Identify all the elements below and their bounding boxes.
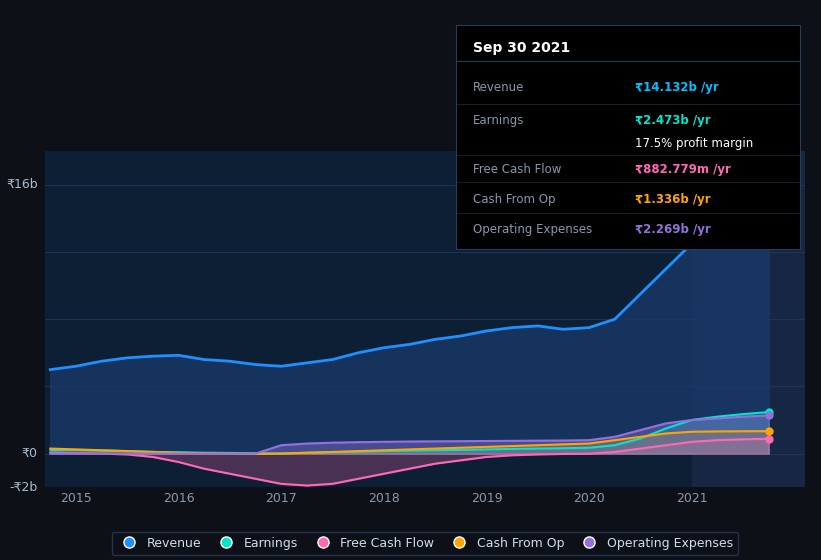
Text: Earnings: Earnings: [473, 114, 525, 127]
Text: Free Cash Flow: Free Cash Flow: [473, 163, 562, 176]
Text: 17.5% profit margin: 17.5% profit margin: [635, 137, 753, 151]
Text: ₹882.779m /yr: ₹882.779m /yr: [635, 163, 731, 176]
Text: ₹0: ₹0: [21, 447, 38, 460]
Text: ₹1.336b /yr: ₹1.336b /yr: [635, 193, 711, 207]
Text: Operating Expenses: Operating Expenses: [473, 222, 592, 236]
Text: ₹16b: ₹16b: [6, 178, 38, 192]
Text: ₹2.269b /yr: ₹2.269b /yr: [635, 222, 711, 236]
Text: Sep 30 2021: Sep 30 2021: [473, 41, 570, 55]
Text: Revenue: Revenue: [473, 81, 525, 95]
Text: -₹2b: -₹2b: [9, 480, 38, 494]
Text: ₹14.132b /yr: ₹14.132b /yr: [635, 81, 718, 95]
Legend: Revenue, Earnings, Free Cash Flow, Cash From Op, Operating Expenses: Revenue, Earnings, Free Cash Flow, Cash …: [112, 532, 738, 555]
Text: ₹2.473b /yr: ₹2.473b /yr: [635, 114, 711, 127]
Text: Cash From Op: Cash From Op: [473, 193, 555, 207]
Bar: [691, 151, 805, 487]
